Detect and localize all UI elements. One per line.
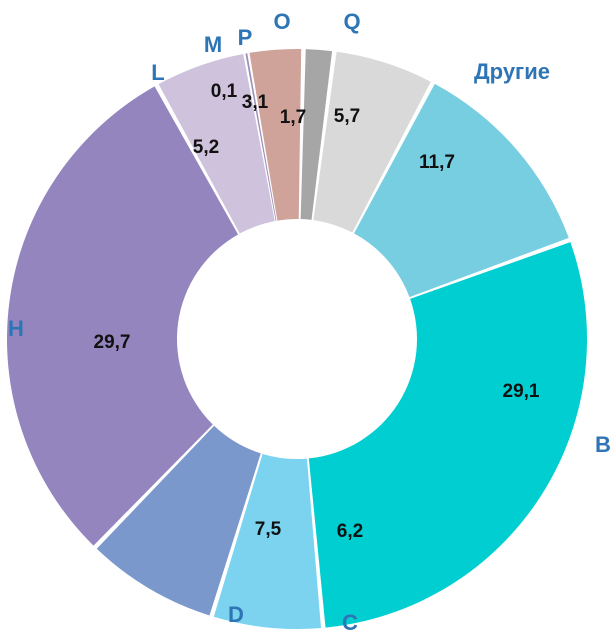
value-label-9: 1,7	[280, 107, 306, 128]
slice-2	[308, 242, 587, 628]
value-label-6: 5,2	[193, 137, 219, 158]
value-label-1: 11,7	[419, 152, 455, 173]
value-label-7: 0,1	[211, 81, 238, 102]
slice-1	[354, 83, 569, 298]
slice-8	[249, 49, 302, 221]
slice-6	[158, 54, 275, 234]
value-label-8: 3,1	[242, 92, 269, 113]
value-label-2: 29,1	[503, 381, 540, 402]
category-label-2: B	[595, 432, 611, 457]
slice-4	[96, 425, 261, 616]
category-label-8: P	[238, 25, 253, 50]
slices-group	[7, 49, 587, 629]
category-label-5: H	[8, 316, 24, 341]
slice-3	[213, 453, 322, 629]
slice-0	[313, 51, 431, 233]
value-labels-group: 5,7 11,7 29,1 6,2 7,5 29,7 5,2 0,13,1 1,7	[94, 81, 540, 542]
value-label-0: 5,7	[334, 106, 360, 127]
category-labels-group: Q Другие B C D H L M PO	[8, 9, 611, 633]
category-label-3: C	[342, 610, 358, 633]
category-label-9: O	[273, 9, 290, 34]
value-label-3: 6,2	[337, 521, 363, 542]
value-label-4: 7,5	[255, 519, 282, 540]
category-label-6: L	[151, 60, 164, 85]
slice-5	[7, 86, 239, 546]
slice-7	[245, 53, 277, 221]
category-label-7: M	[204, 32, 222, 57]
category-label-4: D	[228, 602, 244, 627]
value-label-5: 29,7	[94, 332, 131, 353]
slice-9	[300, 49, 333, 220]
category-label-0: Q	[343, 9, 360, 34]
category-label-1: Другие	[474, 59, 550, 84]
